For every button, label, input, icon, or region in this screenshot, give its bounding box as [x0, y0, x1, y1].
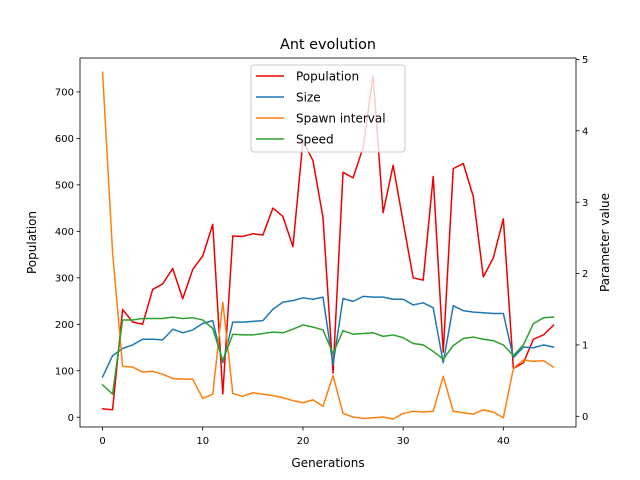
y-tick-label: 0: [68, 413, 74, 424]
chart-title: Ant evolution: [280, 37, 376, 53]
y2-tick-label: 1: [582, 341, 588, 352]
legend-label-size: Size: [296, 91, 321, 105]
x-axis-label: Generations: [291, 456, 364, 470]
series-line-size: [101, 295, 555, 379]
x-tick-label: 10: [196, 436, 209, 447]
y-axis-label: Population: [25, 211, 39, 274]
y-tick-label: 500: [55, 180, 74, 191]
y2-tick-label: 0: [582, 412, 588, 423]
x-tick-label: 40: [497, 436, 510, 447]
y-tick-label: 100: [55, 366, 74, 377]
series-line-spawn-interval: [101, 71, 555, 420]
y-tick-label: 700: [55, 88, 74, 99]
legend-box: [250, 64, 406, 153]
legend: Population Size Spawn interval Speed: [250, 64, 406, 153]
y2-axis-label: Parameter value: [598, 193, 612, 292]
axes-spines: [79, 57, 577, 428]
y2-tick-label: 3: [582, 198, 588, 209]
x-tick-label: 0: [99, 436, 105, 447]
series-line-population: [101, 74, 555, 411]
legend-label-spawn-interval: Spawn interval: [296, 112, 386, 126]
y2-tick-label: 5: [582, 55, 588, 66]
series-line-speed: [101, 316, 555, 395]
legend-label-speed: Speed: [296, 133, 334, 147]
y2-tick-label: 2: [582, 269, 588, 280]
x-tick-label: 20: [297, 436, 310, 447]
y-tick-label: 300: [55, 273, 74, 284]
y-tick-label: 600: [55, 134, 74, 145]
axes-frame: [79, 57, 577, 428]
y2-tick-label: 4: [582, 126, 588, 137]
legend-label-population: Population: [296, 70, 359, 84]
y-tick-label: 200: [55, 320, 74, 331]
series-layer: [101, 71, 555, 420]
x-tick-label: 30: [397, 436, 410, 447]
y-tick-label: 400: [55, 227, 74, 238]
